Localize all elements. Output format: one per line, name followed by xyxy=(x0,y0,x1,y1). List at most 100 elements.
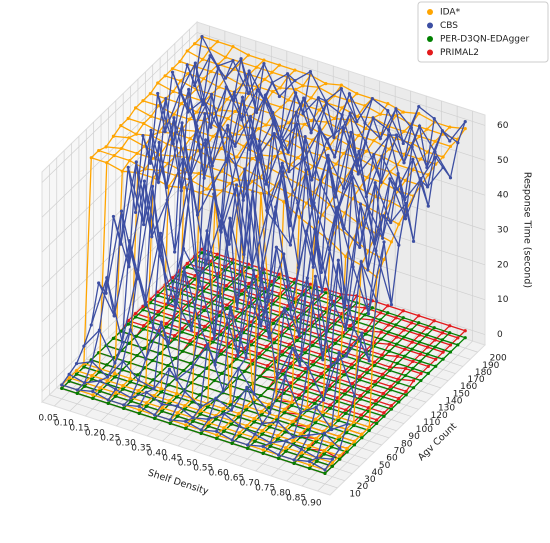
point xyxy=(97,370,101,374)
point xyxy=(276,453,281,457)
point xyxy=(242,252,246,256)
point xyxy=(151,378,155,382)
point xyxy=(349,130,353,134)
point xyxy=(166,363,170,368)
point xyxy=(352,394,357,398)
point xyxy=(343,392,347,396)
point xyxy=(265,344,269,348)
point xyxy=(142,121,146,126)
point xyxy=(327,387,332,391)
point xyxy=(311,359,315,363)
x-tick-label: 0.15 xyxy=(69,424,89,434)
point xyxy=(181,349,185,353)
point xyxy=(156,81,160,85)
point xyxy=(341,125,345,129)
point xyxy=(104,145,108,149)
point xyxy=(229,399,233,403)
point xyxy=(375,421,379,426)
point xyxy=(133,210,138,215)
point xyxy=(210,164,214,168)
point xyxy=(180,330,184,334)
point xyxy=(395,335,399,339)
point xyxy=(239,57,243,61)
point xyxy=(324,291,328,295)
wire-col xyxy=(293,327,435,464)
point xyxy=(380,356,384,361)
point xyxy=(231,58,235,63)
point xyxy=(122,403,126,407)
point xyxy=(278,138,282,142)
point xyxy=(401,316,405,320)
point xyxy=(249,134,253,138)
point xyxy=(261,451,265,456)
point xyxy=(142,327,146,331)
point xyxy=(364,126,368,131)
point xyxy=(334,214,338,218)
point xyxy=(89,323,93,327)
point xyxy=(395,187,399,191)
point xyxy=(260,422,264,426)
point xyxy=(387,147,391,151)
wire-row xyxy=(194,54,459,170)
point xyxy=(127,341,131,346)
point xyxy=(257,139,262,143)
point xyxy=(328,295,332,299)
point xyxy=(156,180,161,185)
point xyxy=(178,79,183,83)
point xyxy=(259,191,263,196)
point xyxy=(135,353,139,358)
point xyxy=(237,434,242,438)
point xyxy=(313,398,317,402)
point xyxy=(366,268,370,272)
point xyxy=(358,378,362,382)
point xyxy=(262,61,266,66)
point xyxy=(342,226,346,231)
point xyxy=(188,342,192,346)
point xyxy=(143,303,147,307)
point xyxy=(296,377,301,381)
point xyxy=(280,353,284,357)
point xyxy=(253,432,257,436)
point xyxy=(260,273,264,278)
point xyxy=(313,401,317,406)
point xyxy=(234,155,239,159)
point xyxy=(137,408,141,412)
point xyxy=(426,173,430,177)
point xyxy=(389,404,394,408)
point xyxy=(337,434,341,438)
point xyxy=(333,116,337,121)
point xyxy=(286,98,290,102)
point xyxy=(268,441,273,445)
point xyxy=(381,391,385,396)
point xyxy=(201,97,206,102)
point xyxy=(128,239,132,243)
point xyxy=(326,146,330,151)
point xyxy=(359,413,363,417)
point xyxy=(184,419,188,424)
x-tick-label: 0.20 xyxy=(85,429,105,439)
grid-line xyxy=(41,136,198,288)
point xyxy=(372,360,377,364)
point xyxy=(312,382,316,386)
point xyxy=(426,150,430,154)
legend-box xyxy=(417,1,549,63)
point xyxy=(111,336,116,341)
point xyxy=(294,91,298,95)
point xyxy=(394,323,398,327)
point xyxy=(97,281,101,285)
point xyxy=(333,338,338,342)
point xyxy=(105,379,110,383)
point xyxy=(330,445,334,449)
point xyxy=(357,149,361,154)
point xyxy=(114,394,118,398)
wire-col xyxy=(293,118,435,461)
wire-col xyxy=(309,129,451,463)
point xyxy=(380,372,385,376)
point xyxy=(274,245,278,249)
point xyxy=(188,339,192,343)
point xyxy=(156,104,161,108)
point xyxy=(323,468,327,472)
point xyxy=(403,178,408,182)
point xyxy=(214,396,218,400)
point xyxy=(187,117,192,121)
